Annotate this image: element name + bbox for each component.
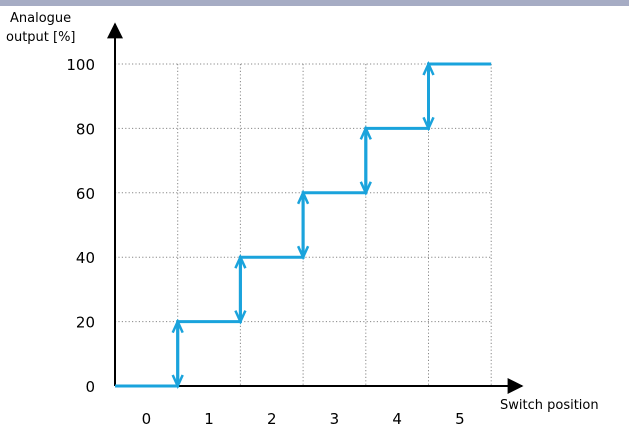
y-tick-label: 40 [76, 249, 95, 267]
y-tick-label: 100 [66, 56, 95, 74]
y-tick-labels: 0 20 40 60 80 100 [66, 56, 95, 396]
step-line [115, 62, 492, 388]
x-tick-label: 4 [392, 410, 402, 428]
y-tick-label: 0 [85, 378, 95, 396]
x-tick-label: 1 [204, 410, 214, 428]
x-tick-label: 0 [142, 410, 152, 428]
y-axis-label-line-2: output [%] [6, 30, 76, 45]
x-axis-label: Switch position [500, 398, 599, 413]
x-tick-label: 3 [330, 410, 340, 428]
x-tick-label: 2 [267, 410, 277, 428]
y-axis-label-line-1: Analogue [10, 11, 71, 26]
y-tick-label: 20 [76, 314, 95, 332]
y-tick-label: 60 [76, 185, 95, 203]
y-tick-label: 80 [76, 120, 95, 138]
top-accent-bar [0, 0, 629, 6]
x-tick-labels: 0 1 2 3 4 5 [142, 410, 465, 428]
x-tick-label: 5 [455, 410, 465, 428]
